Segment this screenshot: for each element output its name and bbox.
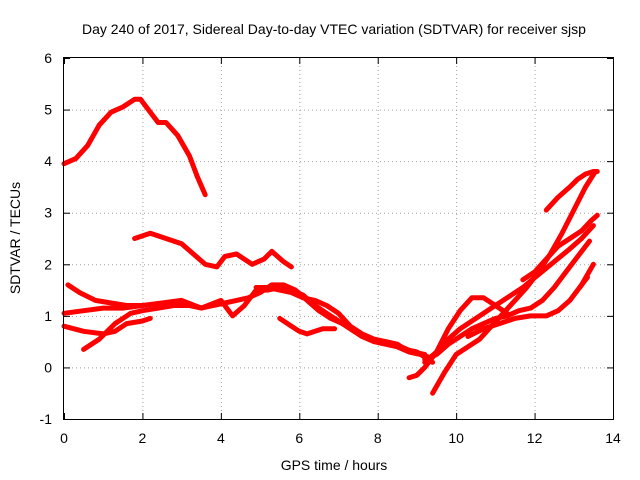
series-arc-b (132, 230, 294, 270)
y-tick-label: 5 (44, 102, 52, 118)
x-axis-label: GPS time / hours (281, 457, 388, 473)
series-arc-o (543, 169, 600, 213)
series-arc-l (422, 223, 596, 365)
grid (64, 58, 613, 419)
y-tick-label: 0 (44, 359, 52, 375)
x-tick-label: 14 (605, 430, 621, 446)
series-arc-h (253, 285, 436, 365)
y-tick-label: 3 (44, 205, 52, 221)
series-arc-j (422, 238, 592, 363)
series-arc-p (577, 274, 590, 290)
y-axis-label: SDTVAR / TECUs (7, 182, 23, 294)
series-arc-i (406, 295, 510, 381)
series-arc-a (61, 96, 208, 198)
y-tick-label: 1 (44, 308, 52, 324)
x-tick-label: 10 (448, 430, 464, 446)
series-arc-g (277, 315, 338, 337)
y-tick-label: 4 (44, 153, 52, 169)
series-arc-m (465, 261, 596, 339)
series-arc-k (430, 169, 598, 396)
y-tick-label: -1 (40, 411, 53, 427)
series-arc-f (65, 282, 145, 308)
series-arc-n (520, 212, 600, 283)
chart-title: Day 240 of 2017, Sidereal Day-to-day VTE… (82, 21, 586, 37)
x-tick-label: 6 (295, 430, 303, 446)
x-tick-label: 12 (527, 430, 543, 446)
plot-frame (63, 57, 614, 420)
x-tick-label: 0 (60, 430, 68, 446)
y-tick-label: 2 (44, 256, 52, 272)
x-tick-label: 4 (217, 430, 225, 446)
data-series (61, 96, 600, 396)
x-tick-label: 2 (139, 430, 147, 446)
y-tick-label: 6 (44, 50, 52, 66)
x-tick-label: 8 (374, 430, 382, 446)
series-arc-d (61, 315, 153, 337)
